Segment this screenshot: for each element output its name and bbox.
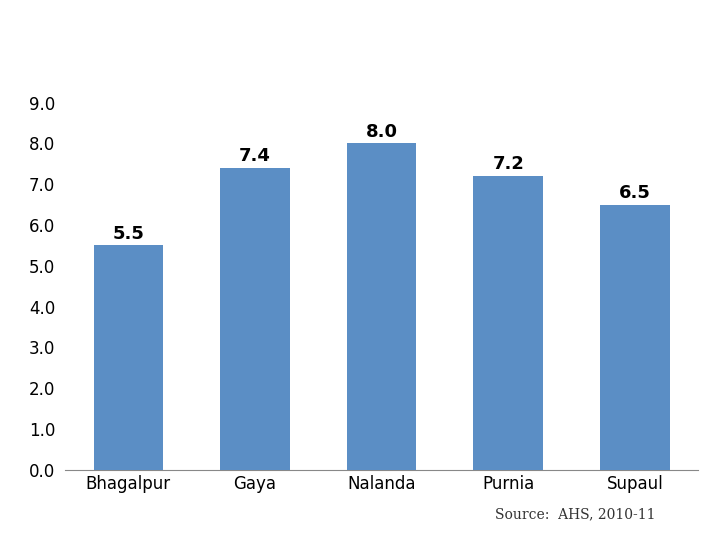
- Text: 7.2: 7.2: [492, 155, 524, 173]
- Bar: [220, 168, 290, 470]
- Text: Source:  AHS, 2010-11: Source: AHS, 2010-11: [495, 507, 655, 521]
- Text: 8.0: 8.0: [366, 123, 397, 140]
- Text: Crude Death Rate, 2010-11: Crude Death Rate, 2010-11: [63, 31, 657, 69]
- Bar: [347, 144, 416, 470]
- Bar: [94, 245, 163, 470]
- Text: 6.5: 6.5: [619, 184, 651, 202]
- Text: 5.5: 5.5: [112, 225, 144, 242]
- Text: 7.4: 7.4: [239, 147, 271, 165]
- Bar: [473, 176, 543, 470]
- Bar: [600, 205, 670, 470]
